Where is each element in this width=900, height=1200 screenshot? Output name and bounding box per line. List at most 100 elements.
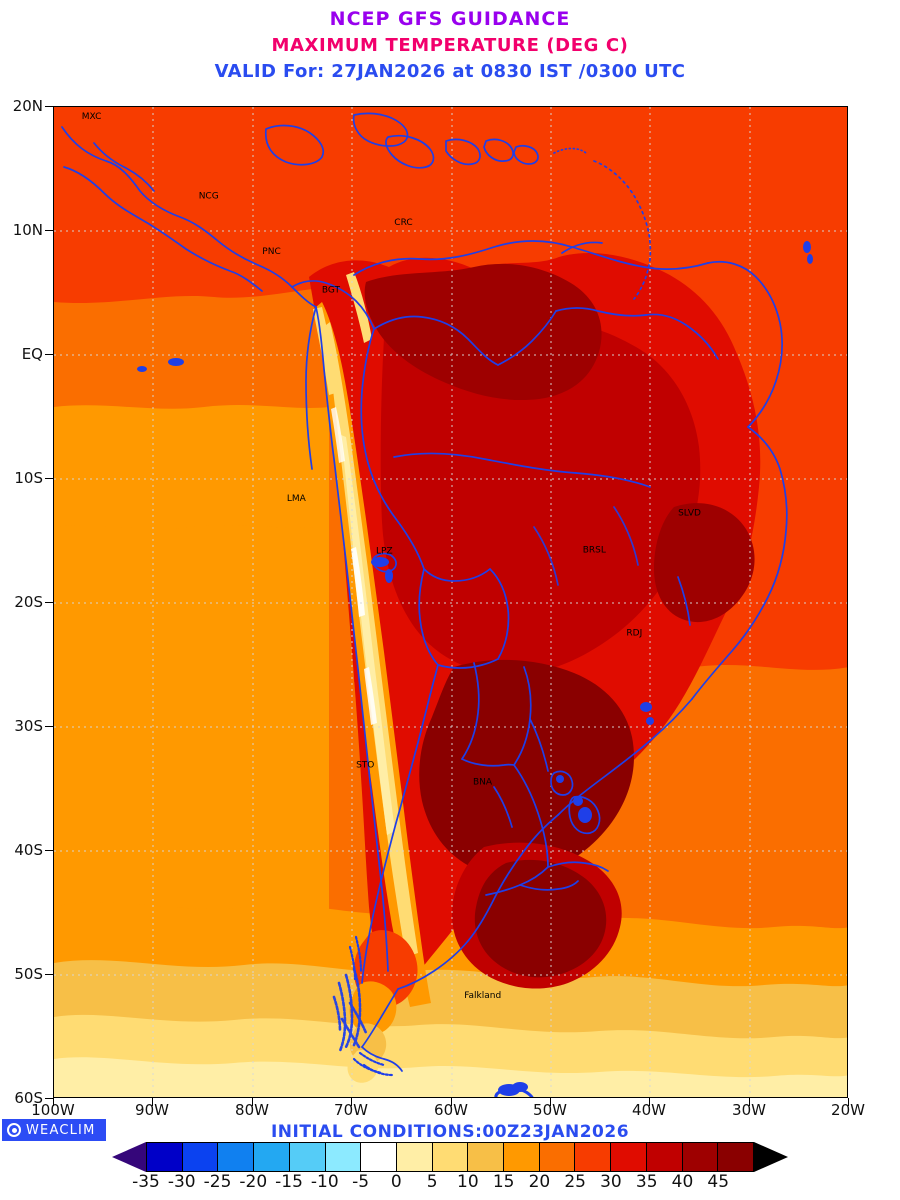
colorbar-tick-label: 45 [707, 1172, 730, 1192]
y-axis-label: 60S [14, 1089, 43, 1107]
y-axis: 20N 10N EQ 10S 20S 30S 40S 50S 60S [0, 0, 53, 1200]
colorbar-tick-label: -5 [352, 1172, 370, 1192]
y-axis-tick [45, 106, 53, 107]
city-label: BGT [322, 286, 341, 296]
city-label: SLVD [678, 509, 701, 519]
colorbar-tick-label: 40 [671, 1172, 694, 1192]
city-label-layer: MXC NCG PNC BGT CRC LMA LPZ BRSL SLVD RDJ STO BNA Fa… [82, 112, 701, 1001]
colorbar-cell [610, 1142, 646, 1172]
x-axis-label: 20W [831, 1101, 865, 1119]
x-axis-tick [649, 1098, 650, 1106]
y-axis-tick [45, 478, 53, 479]
y-axis-label: 20N [12, 97, 43, 115]
colorbar-cell [503, 1142, 539, 1172]
y-axis-label: 30S [14, 717, 43, 735]
colorbar-cell [324, 1142, 361, 1172]
colorbar-cells [146, 1142, 754, 1172]
y-axis-tick [45, 974, 53, 975]
x-axis-label: 70W [334, 1101, 368, 1119]
colorbar-tick-label: 10 [457, 1172, 479, 1192]
weaclim-watermark[interactable]: WEACLIM [2, 1119, 106, 1141]
y-axis-label: 40S [14, 841, 43, 859]
colorbar-tick-labels: -35 -30 -25 -20 -15 -10 -5 0 5 10 15 20 25 30 35 40 45 [112, 1172, 788, 1198]
colorbar-cell [395, 1142, 432, 1172]
colorbar-tick-label: -20 [239, 1172, 268, 1192]
colorbar-tick-label: -30 [167, 1172, 196, 1192]
colorbar-tick-label: -35 [132, 1172, 160, 1192]
city-label: CRC [394, 218, 412, 228]
colorbar-cell [717, 1142, 754, 1172]
x-axis-label: 80W [235, 1101, 269, 1119]
y-axis-label: 20S [14, 593, 43, 611]
city-label: STO [356, 761, 374, 771]
colorbar-tick-label: 5 [426, 1172, 438, 1192]
x-axis-tick [152, 1098, 153, 1106]
y-axis-label: EQ [21, 345, 43, 363]
city-label: PNC [262, 247, 280, 257]
colorbar-tick-label: 0 [390, 1172, 402, 1192]
y-axis-label: 50S [14, 965, 43, 983]
colorbar-cell [253, 1142, 289, 1172]
city-label: BNA [473, 778, 493, 788]
initial-conditions-label: INITIAL CONDITIONS:00Z23JAN2026 [270, 1122, 630, 1142]
colorbar-cell [146, 1142, 182, 1172]
city-label: LMA [287, 494, 307, 504]
x-axis-tick [749, 1098, 750, 1106]
x-axis-tick [451, 1098, 452, 1106]
colorbar[interactable] [112, 1142, 788, 1172]
colorbar-cell [538, 1142, 575, 1172]
x-axis-label: 60W [434, 1101, 468, 1119]
y-axis-label: 10S [14, 469, 43, 487]
colorbar-tick-label: 35 [635, 1172, 658, 1192]
colorbar-under-arrow [112, 1142, 146, 1172]
colorbar-cell [681, 1142, 718, 1172]
y-axis-label: 10N [12, 221, 43, 239]
y-axis-tick [45, 602, 53, 603]
weaclim-label: WEACLIM [26, 1122, 96, 1138]
copyright-circle-icon [7, 1123, 21, 1137]
colorbar-cell [467, 1142, 504, 1172]
colorbar-cell [645, 1142, 682, 1172]
x-axis-tick [848, 1098, 849, 1106]
page-title: NCEP GFS GUIDANCE [329, 8, 571, 30]
x-axis-tick [53, 1098, 54, 1106]
y-axis-tick [45, 354, 53, 355]
y-axis-tick [45, 230, 53, 231]
valid-time-label: VALID For: 27JAN2026 at 0830 IST /0300 U… [214, 61, 686, 82]
colorbar-tick-label: -10 [310, 1172, 339, 1192]
colorbar-over-arrow [754, 1142, 788, 1172]
city-label: NCG [199, 191, 219, 201]
city-label: RDJ [626, 629, 642, 639]
x-axis-label: 40W [632, 1101, 666, 1119]
colorbar-cell [181, 1142, 218, 1172]
colorbar-tick-label: -25 [203, 1172, 232, 1192]
x-axis-label: 90W [135, 1101, 169, 1119]
map-plot-area[interactable]: MXC NCG PNC BGT CRC LMA LPZ BRSL SLVD RDJ STO BNA Fa… [53, 106, 848, 1098]
x-axis-tick [252, 1098, 253, 1106]
city-label: LPZ [376, 546, 393, 556]
colorbar-cell [288, 1142, 325, 1172]
colorbar-tick-label: 25 [564, 1172, 586, 1192]
y-axis-tick [45, 850, 53, 851]
city-label: Falkland [464, 991, 501, 1001]
colorbar-cell [360, 1142, 396, 1172]
city-label: BRSL [583, 545, 606, 555]
colorbar-cell [217, 1142, 254, 1172]
x-axis-tick [351, 1098, 352, 1106]
x-axis-label: 50W [533, 1101, 567, 1119]
temperature-field: MXC NCG PNC BGT CRC LMA LPZ BRSL SLVD RDJ STO BNA Fa… [54, 107, 847, 1097]
title-block: NCEP GFS GUIDANCE MAXIMUM TEMPERATURE (D… [0, 0, 900, 82]
colorbar-tick-label: -15 [275, 1172, 303, 1192]
colorbar-tick-label: 15 [492, 1172, 515, 1192]
x-axis-label: 100W [31, 1101, 75, 1119]
colorbar-tick-label: 30 [600, 1172, 622, 1192]
parameter-title: MAXIMUM TEMPERATURE (DEG C) [271, 35, 629, 56]
colorbar-tick-label: 20 [528, 1172, 551, 1192]
x-axis-label: 30W [732, 1101, 766, 1119]
city-label: MXC [82, 112, 102, 122]
colorbar-cell [574, 1142, 611, 1172]
y-axis-tick [45, 1098, 53, 1099]
y-axis-tick [45, 726, 53, 727]
